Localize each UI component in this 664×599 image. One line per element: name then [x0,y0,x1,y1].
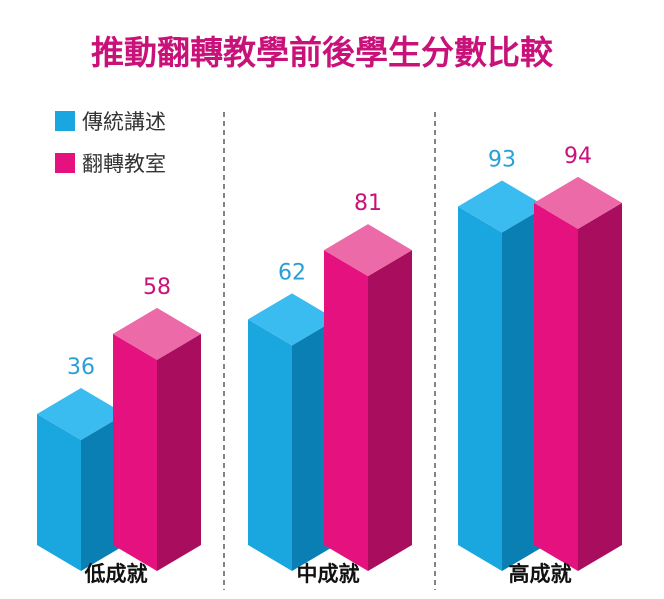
data-label-2-1: 94 [564,144,592,169]
bar-side-face [578,202,622,571]
bar-1-0 [248,293,336,571]
bar-top-face [534,176,622,229]
bar-side-face [157,333,201,571]
bar-top-face [248,293,336,346]
legend-swatch-traditional [55,111,75,131]
data-label-0-0: 36 [67,355,95,380]
bar-top-face [458,180,546,233]
bar-front-face [113,333,157,571]
bar-0-0 [37,387,125,571]
bar-top-face [113,307,201,360]
legend: 傳統講述 翻轉教室 [55,110,166,176]
bars-layer: 36 58 62 81 93 94 [37,144,622,572]
bar-front-face [37,413,81,571]
data-label-1-1: 81 [354,191,382,216]
bar-front-face [324,250,368,571]
bar-front-face [458,206,502,572]
bar-side-face [368,250,412,571]
bar-top-face [324,224,412,277]
bar-top-face [37,387,125,440]
bar-0-1 [113,307,201,571]
category-label-mid: 中成就 [297,562,360,586]
data-label-1-0: 62 [278,260,306,285]
data-label-2-0: 93 [488,147,516,172]
bar-front-face [534,202,578,571]
data-label-0-1: 58 [143,275,171,300]
category-label-low: 低成就 [84,562,148,586]
legend-label-flipped: 翻轉教室 [82,152,166,176]
category-label-high: 高成就 [509,562,572,586]
legend-swatch-flipped [55,153,75,173]
chart-title: 推動翻轉教學前後學生分數比較 [91,33,554,72]
bar-front-face [248,319,292,571]
bar-1-1 [324,224,412,571]
bar-2-0 [458,180,546,572]
bar-2-1 [534,176,622,571]
legend-label-traditional: 傳統講述 [82,110,166,134]
